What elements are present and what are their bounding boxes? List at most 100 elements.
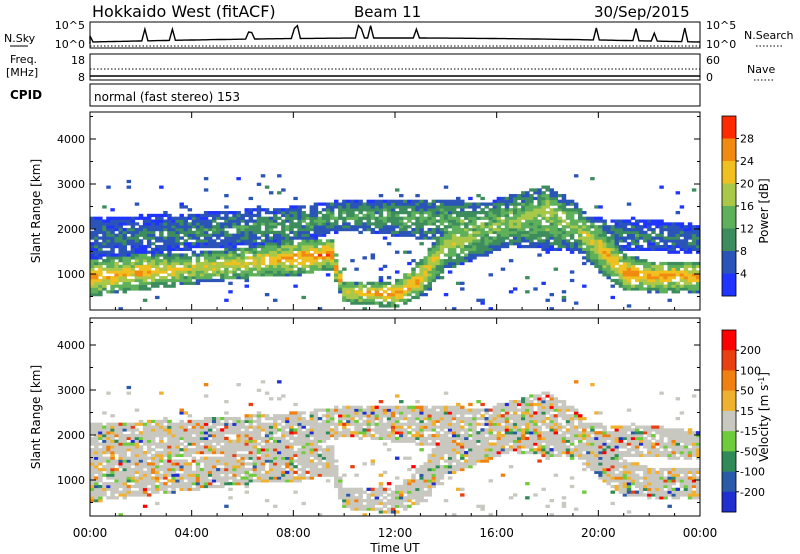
power-cell [374,219,380,223]
velocity-cell [134,456,140,460]
power-cell [370,211,376,215]
power-cell [207,259,213,263]
velocity-cell [159,436,164,441]
power-cell [260,239,266,243]
velocity-cell [309,439,315,443]
power-cell [415,278,420,283]
power-cell [281,264,286,268]
power-cell [399,284,404,288]
velocity-cell [354,428,359,432]
power-cell [643,219,648,223]
power-cell [252,273,258,277]
velocity-cell [106,476,111,480]
velocity-cell [175,450,180,455]
power-cell [488,213,493,218]
power-cell [484,253,489,257]
velocity-cell [118,493,123,497]
power-cell [362,225,367,229]
power-cell [313,213,319,218]
velocity-cell [281,428,286,432]
power-cell [102,250,107,254]
power-cell [667,267,672,271]
power-cell [134,261,140,266]
power-cell [557,233,563,237]
power-cell [138,264,144,268]
power-cell [216,250,221,254]
power-cell [301,267,306,271]
power-cell [273,213,278,218]
velocity-cell [273,476,278,480]
power-cell [207,278,213,283]
power-cell [106,227,111,232]
velocity-cell [142,456,148,460]
power-cell [151,250,156,254]
power-cell [451,259,457,263]
velocity-cell [130,456,136,460]
power-cell [512,211,518,215]
velocity-cell [252,431,258,435]
power-cell [549,213,554,218]
power-cell [594,239,599,243]
power-cell [419,287,424,291]
power-cell [277,191,282,195]
power-cell [695,225,701,229]
velocity-cell [228,453,233,457]
velocity-cell [220,422,225,426]
power-cell [301,242,306,246]
power-cell [431,213,437,218]
power-cell [651,264,656,268]
velocity-cell [260,448,266,452]
power-cell [545,247,550,251]
velocity-cell [334,473,339,477]
power-cell [683,227,689,232]
velocity-cell [163,450,168,455]
velocity-cell [427,433,432,438]
velocity-cell [313,439,319,443]
power-cell [334,253,339,257]
power-cell [683,225,689,229]
power-cell [146,264,152,268]
velocity-cell [207,448,213,452]
velocity-cell [110,436,115,441]
velocity-cell [427,408,432,412]
power-cell [301,213,306,218]
velocity-cell [130,425,136,429]
power-cell [573,219,579,223]
velocity-cell [313,417,319,421]
power-cell [346,295,351,300]
power-cell [407,219,412,223]
power-cell [630,276,636,280]
power-cell [309,267,315,271]
power-cell [334,225,339,229]
velocity-cell [151,459,156,463]
power-cell [98,247,103,251]
power-cell [134,242,140,246]
power-cell [451,225,457,229]
velocity-cell [110,422,115,426]
velocity-cell [325,431,331,435]
power-cell [679,205,685,209]
power-cell [598,267,603,271]
power-cell [618,244,624,249]
power-cell [301,233,306,237]
power-cell [224,230,229,235]
velocity-cell [167,445,172,449]
power-cell [419,208,424,212]
power-cell [268,222,274,226]
power-cell [220,264,225,268]
power-cell [252,225,258,229]
power-cell [415,194,420,198]
power-cell [285,244,290,249]
velocity-cell [313,453,319,457]
power-cell [90,219,95,223]
power-cell [354,213,359,218]
velocity-cell [293,431,298,435]
power-cell [545,219,550,223]
velocity-cell [122,496,127,500]
power-cell [183,281,188,285]
power-cell [203,242,209,246]
power-cell [358,205,363,209]
power-cell [228,222,233,226]
power-cell [155,270,160,274]
power-cell [110,284,115,288]
